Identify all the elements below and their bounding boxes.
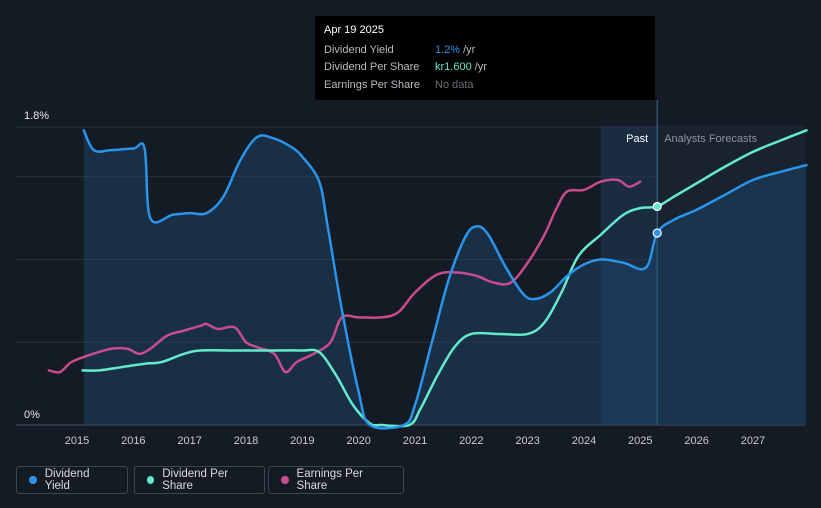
past-highlight-band: [600, 127, 658, 425]
legend-label: Dividend Yield: [44, 468, 90, 492]
legend-dividend-per-share[interactable]: Dividend Per Share: [134, 466, 265, 494]
x-tick-label: 2018: [234, 435, 258, 447]
past-label: Past: [626, 133, 648, 145]
tooltip-row-dividend-yield: Dividend Yield 1.2% /yr: [324, 41, 646, 59]
legend-label: Dividend Per Share: [162, 468, 229, 492]
tooltip-value: kr1.600: [435, 61, 472, 74]
x-tick-label: 2022: [459, 435, 483, 447]
x-tick-label: 2025: [628, 435, 652, 447]
tooltip-unit: /yr: [474, 61, 487, 74]
tooltip-row-dividend-per-share: Dividend Per Share kr1.600 /yr: [324, 59, 646, 77]
x-tick-label: 2027: [741, 435, 765, 447]
tooltip-label: Dividend Per Share: [324, 61, 420, 74]
x-tick-label: 2021: [403, 435, 427, 447]
x-tick-label: 2024: [572, 435, 596, 447]
tooltip: Apr 19 2025 Dividend Yield 1.2% /yr Divi…: [315, 16, 655, 100]
tooltip-row-earnings-per-share: Earnings Per Share No data: [324, 76, 646, 94]
legend-dot-icon: [147, 476, 155, 484]
x-tick-label: 2019: [290, 435, 314, 447]
x-tick-label: 2015: [65, 435, 89, 447]
tooltip-label: Earnings Per Share: [324, 78, 420, 91]
dividend-yield-area: [83, 130, 807, 429]
tooltip-label: Dividend Yield: [324, 43, 394, 56]
forecast-band: [657, 127, 805, 425]
hover-marker: [652, 201, 662, 212]
dividend-per-share-line: [81, 129, 808, 428]
x-tick-label: 2023: [515, 435, 539, 447]
dividend-yield-line: [47, 178, 642, 374]
legend-earnings-per-share[interactable]: Earnings Per Share: [268, 466, 404, 494]
forecast-label: Analysts Forecasts: [664, 133, 757, 145]
legend-dot-icon: [29, 476, 37, 484]
legend-dot-icon: [281, 476, 289, 484]
tooltip-value: No data: [435, 78, 474, 91]
hover-marker: [652, 228, 662, 238]
tooltip-unit: /yr: [463, 43, 476, 56]
y-tick-label: 1.8%: [24, 110, 49, 122]
x-tick-label: 2020: [346, 435, 370, 447]
x-tick-label: 2026: [684, 435, 708, 447]
x-tick-label: 2017: [177, 435, 201, 447]
legend-dividend-yield[interactable]: Dividend Yield: [16, 466, 128, 494]
earnings-per-share-line: [82, 129, 808, 430]
legend-label: Earnings Per Share: [296, 468, 364, 492]
tooltip-date: Apr 19 2025: [324, 24, 384, 36]
x-tick-label: 2016: [121, 435, 145, 447]
y-tick-label: 0%: [24, 409, 40, 421]
tooltip-value: 1.2%: [435, 43, 461, 56]
